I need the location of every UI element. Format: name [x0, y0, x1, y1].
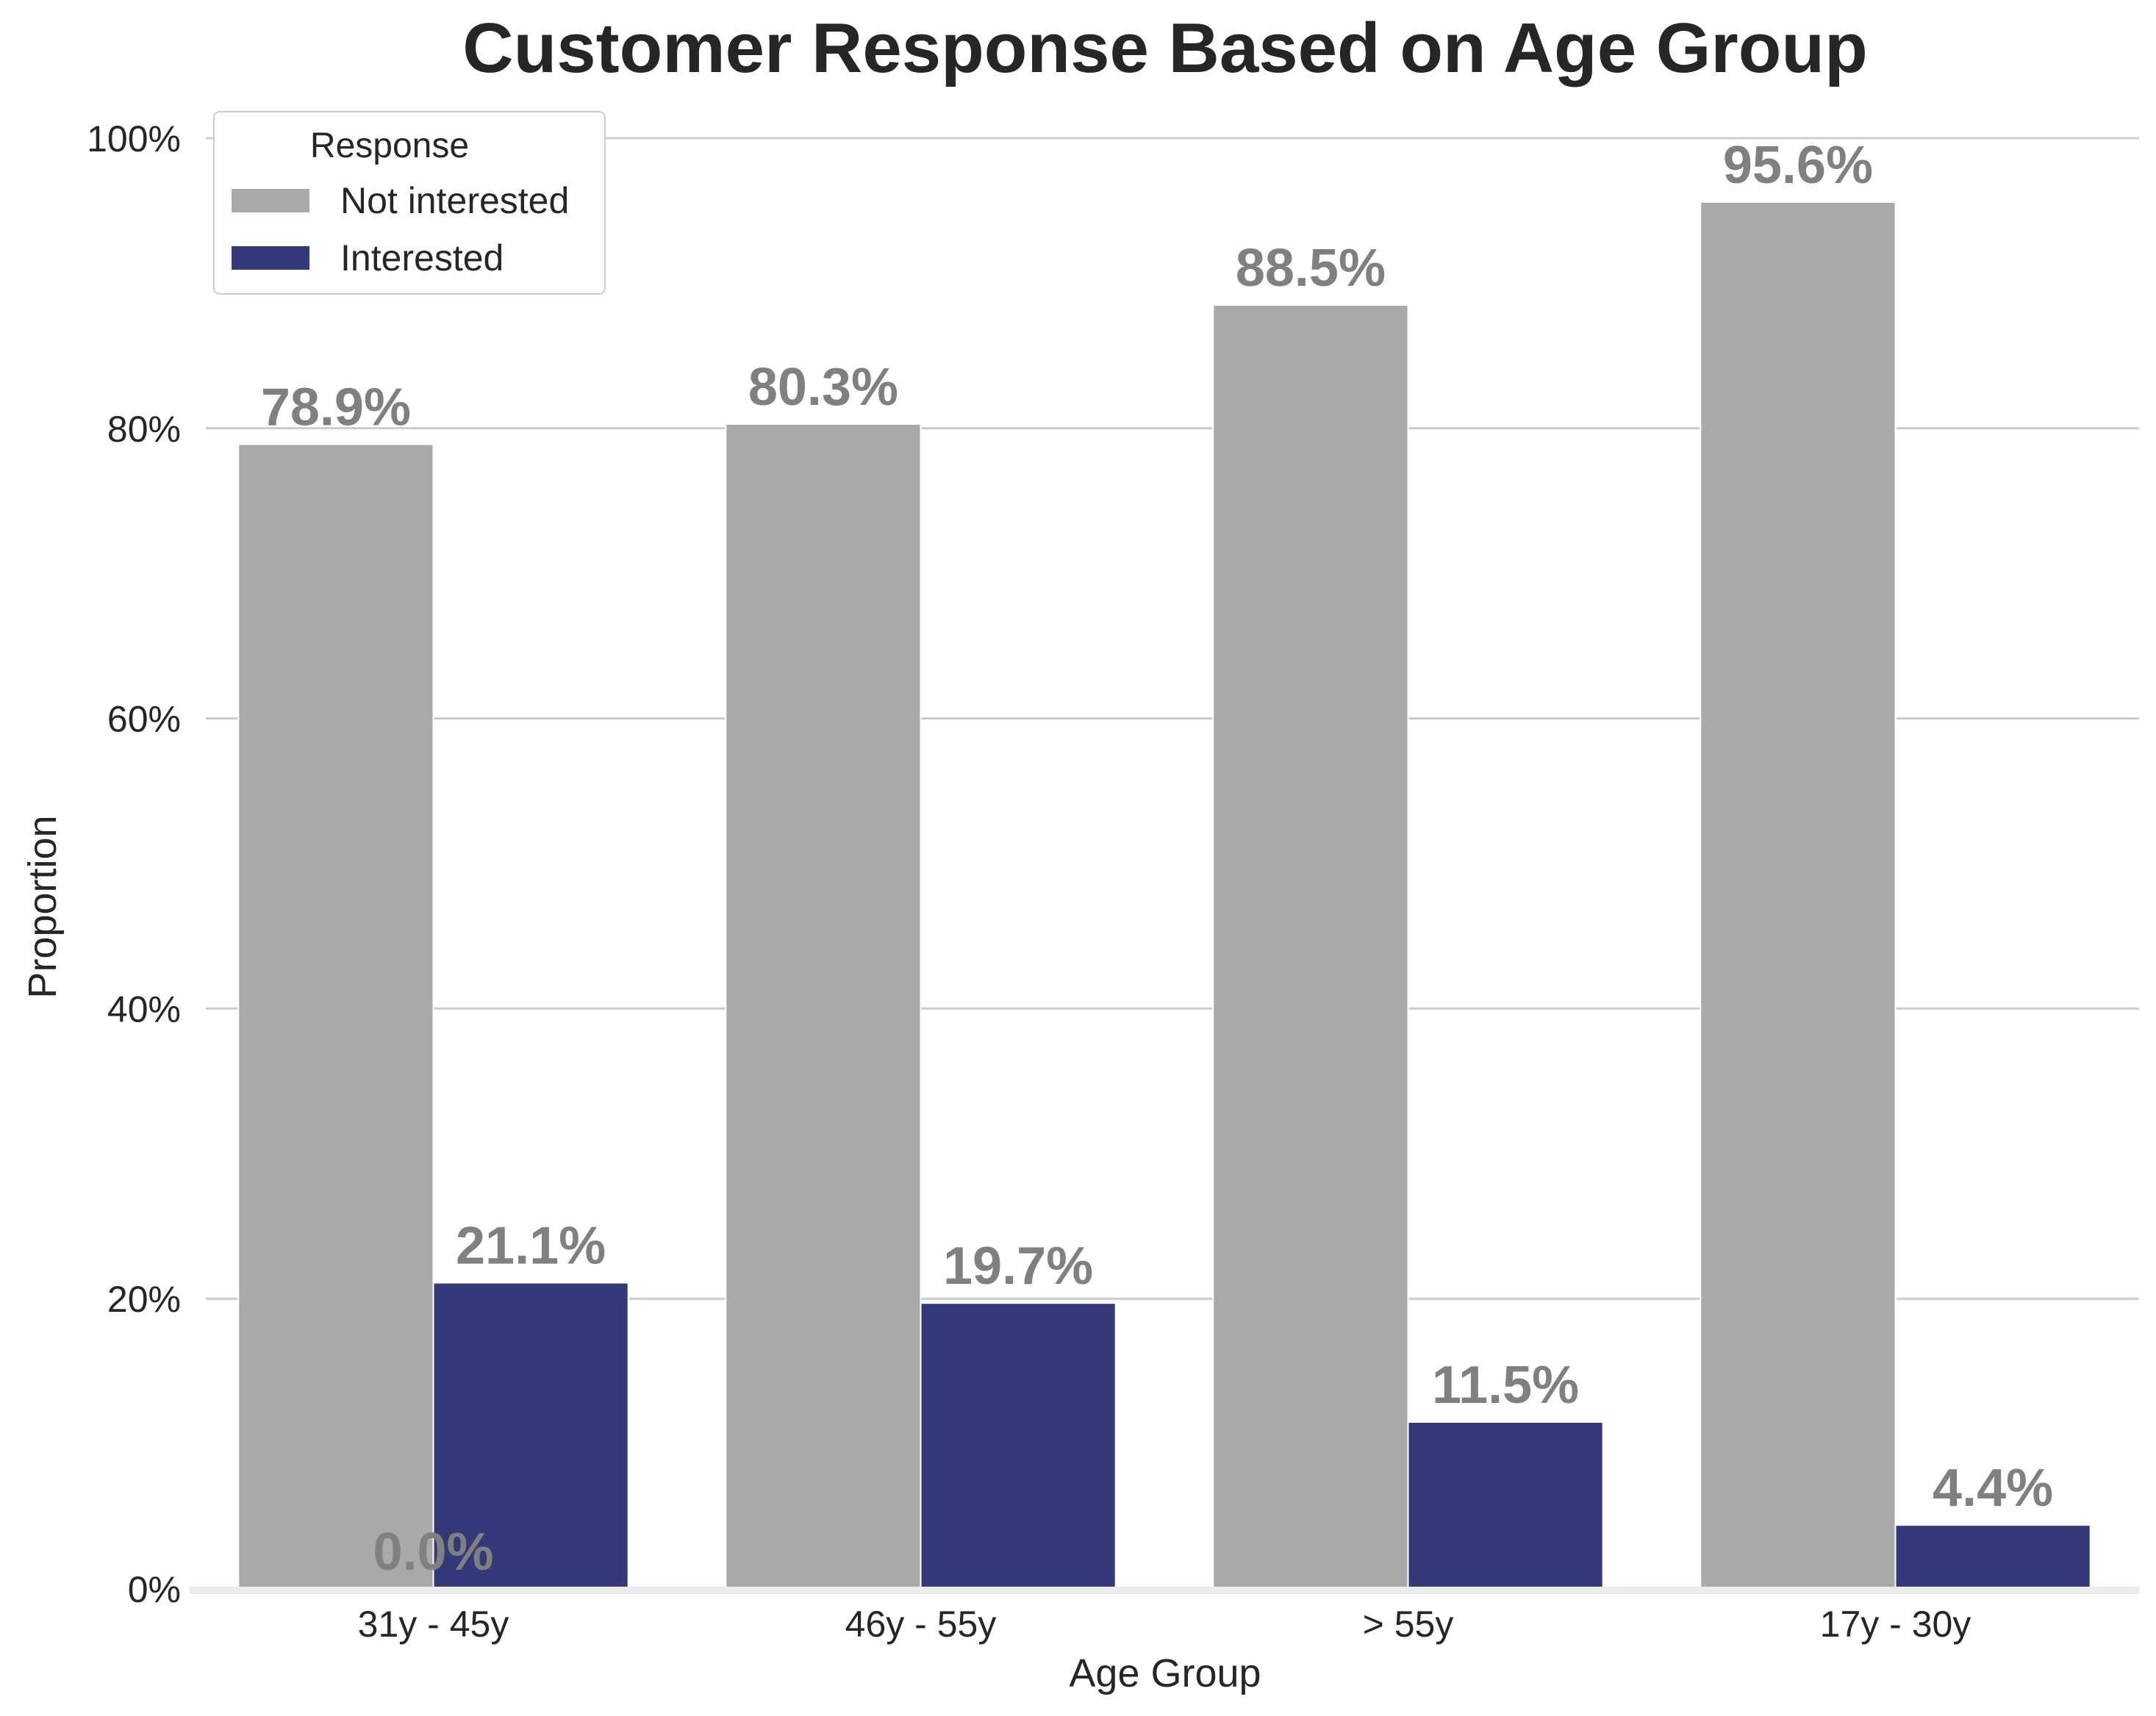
bar-value-labels: 78.9% 21.1% 80.3% 19.7% 88.5% 11.5% 95.6% 4.4% 0… — [261, 136, 2053, 1582]
legend-title: Response — [310, 126, 469, 165]
bar-value-label: 78.9% — [261, 378, 411, 437]
bar-value-label: 19.7% — [943, 1237, 1093, 1296]
y-tick-label: 60% — [107, 699, 181, 740]
annotation-zero-label: 0.0% — [373, 1523, 493, 1582]
bar-not-interested — [237, 443, 434, 1590]
x-tick-label: > 55y — [1363, 1604, 1454, 1645]
x-tick-label: 46y - 55y — [845, 1604, 997, 1645]
y-tick-label: 100% — [87, 118, 181, 159]
x-axis-label: Age Group — [1069, 1651, 1261, 1695]
chart-title: Customer Response Based on Age Group — [462, 9, 1867, 87]
bar-value-label: 95.6% — [1723, 136, 1873, 195]
y-tick-label: 80% — [107, 409, 181, 450]
bar-value-label: 21.1% — [456, 1216, 606, 1275]
bar-value-label: 80.3% — [748, 358, 898, 417]
bar-not-interested — [1212, 304, 1409, 1590]
x-axis-baseline — [190, 1587, 2139, 1594]
bar-interested — [1894, 1524, 2091, 1590]
y-tick-label: 0% — [128, 1569, 181, 1610]
bar-interested — [432, 1282, 629, 1590]
y-tick-label: 20% — [107, 1279, 181, 1320]
bar-value-label: 4.4% — [1933, 1459, 2053, 1518]
x-tick-label: 31y - 45y — [358, 1604, 509, 1645]
bar-interested — [920, 1302, 1117, 1590]
legend: Response Not interested Interested — [213, 111, 606, 295]
bar-value-label: 11.5% — [1432, 1356, 1579, 1415]
x-tick-label: 17y - 30y — [1820, 1604, 1971, 1645]
x-tick-labels: 31y - 45y 46y - 55y > 55y 17y - 30y — [358, 1604, 1971, 1645]
bar-not-interested — [725, 423, 922, 1590]
y-axis-label: Proportion — [21, 815, 65, 998]
legend-swatch-interested — [232, 246, 309, 270]
legend-swatch-not-interested — [232, 189, 309, 212]
bars — [237, 201, 2091, 1590]
bar-value-label: 88.5% — [1236, 239, 1386, 298]
legend-frame — [213, 111, 606, 295]
bar-interested — [1407, 1421, 1604, 1590]
bar-not-interested — [1700, 201, 1897, 1590]
y-tick-label: 40% — [107, 988, 181, 1030]
legend-label-not-interested: Not interested — [340, 180, 569, 221]
y-tick-labels: 0% 20% 40% 60% 80% 100% — [87, 118, 181, 1610]
legend-label-interested: Interested — [340, 237, 504, 279]
